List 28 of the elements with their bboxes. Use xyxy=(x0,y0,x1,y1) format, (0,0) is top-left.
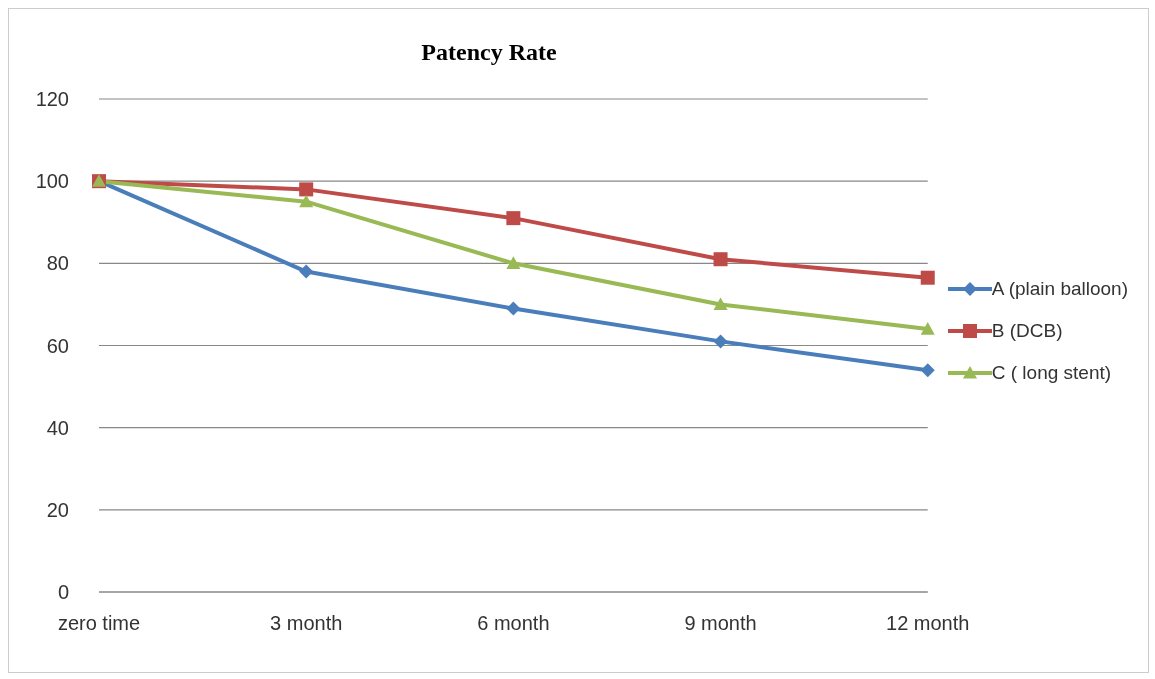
point xyxy=(299,182,314,197)
point xyxy=(506,211,521,226)
legend-label: A (plain balloon) xyxy=(991,277,1128,300)
point xyxy=(299,194,314,208)
y-tick-label: 40 xyxy=(46,416,69,439)
point xyxy=(299,264,314,279)
x-tick-label: 9 month xyxy=(684,612,757,635)
y-tick-label: 60 xyxy=(46,334,69,357)
point xyxy=(713,252,728,267)
chart-title: Patency Rate xyxy=(420,39,558,66)
point xyxy=(713,334,728,349)
point xyxy=(713,297,728,311)
x-tick-label: 12 month xyxy=(886,612,970,635)
point xyxy=(506,301,521,316)
legend-label: C ( long stent) xyxy=(991,361,1112,384)
legend-label: B (DCB) xyxy=(991,319,1063,342)
x-tick-label: 6 month xyxy=(477,612,550,635)
y-tick-label: 0 xyxy=(57,581,69,604)
x-tick-label: 3 month xyxy=(270,612,343,635)
y-tick-label: 100 xyxy=(35,170,69,193)
x-tick-label: zero time xyxy=(57,612,141,635)
point xyxy=(920,363,935,378)
y-tick-label: 120 xyxy=(35,88,69,111)
point xyxy=(506,256,521,269)
y-tick-label: 20 xyxy=(46,498,69,521)
point xyxy=(920,270,935,285)
point xyxy=(920,322,935,335)
y-tick-label: 80 xyxy=(46,252,69,275)
